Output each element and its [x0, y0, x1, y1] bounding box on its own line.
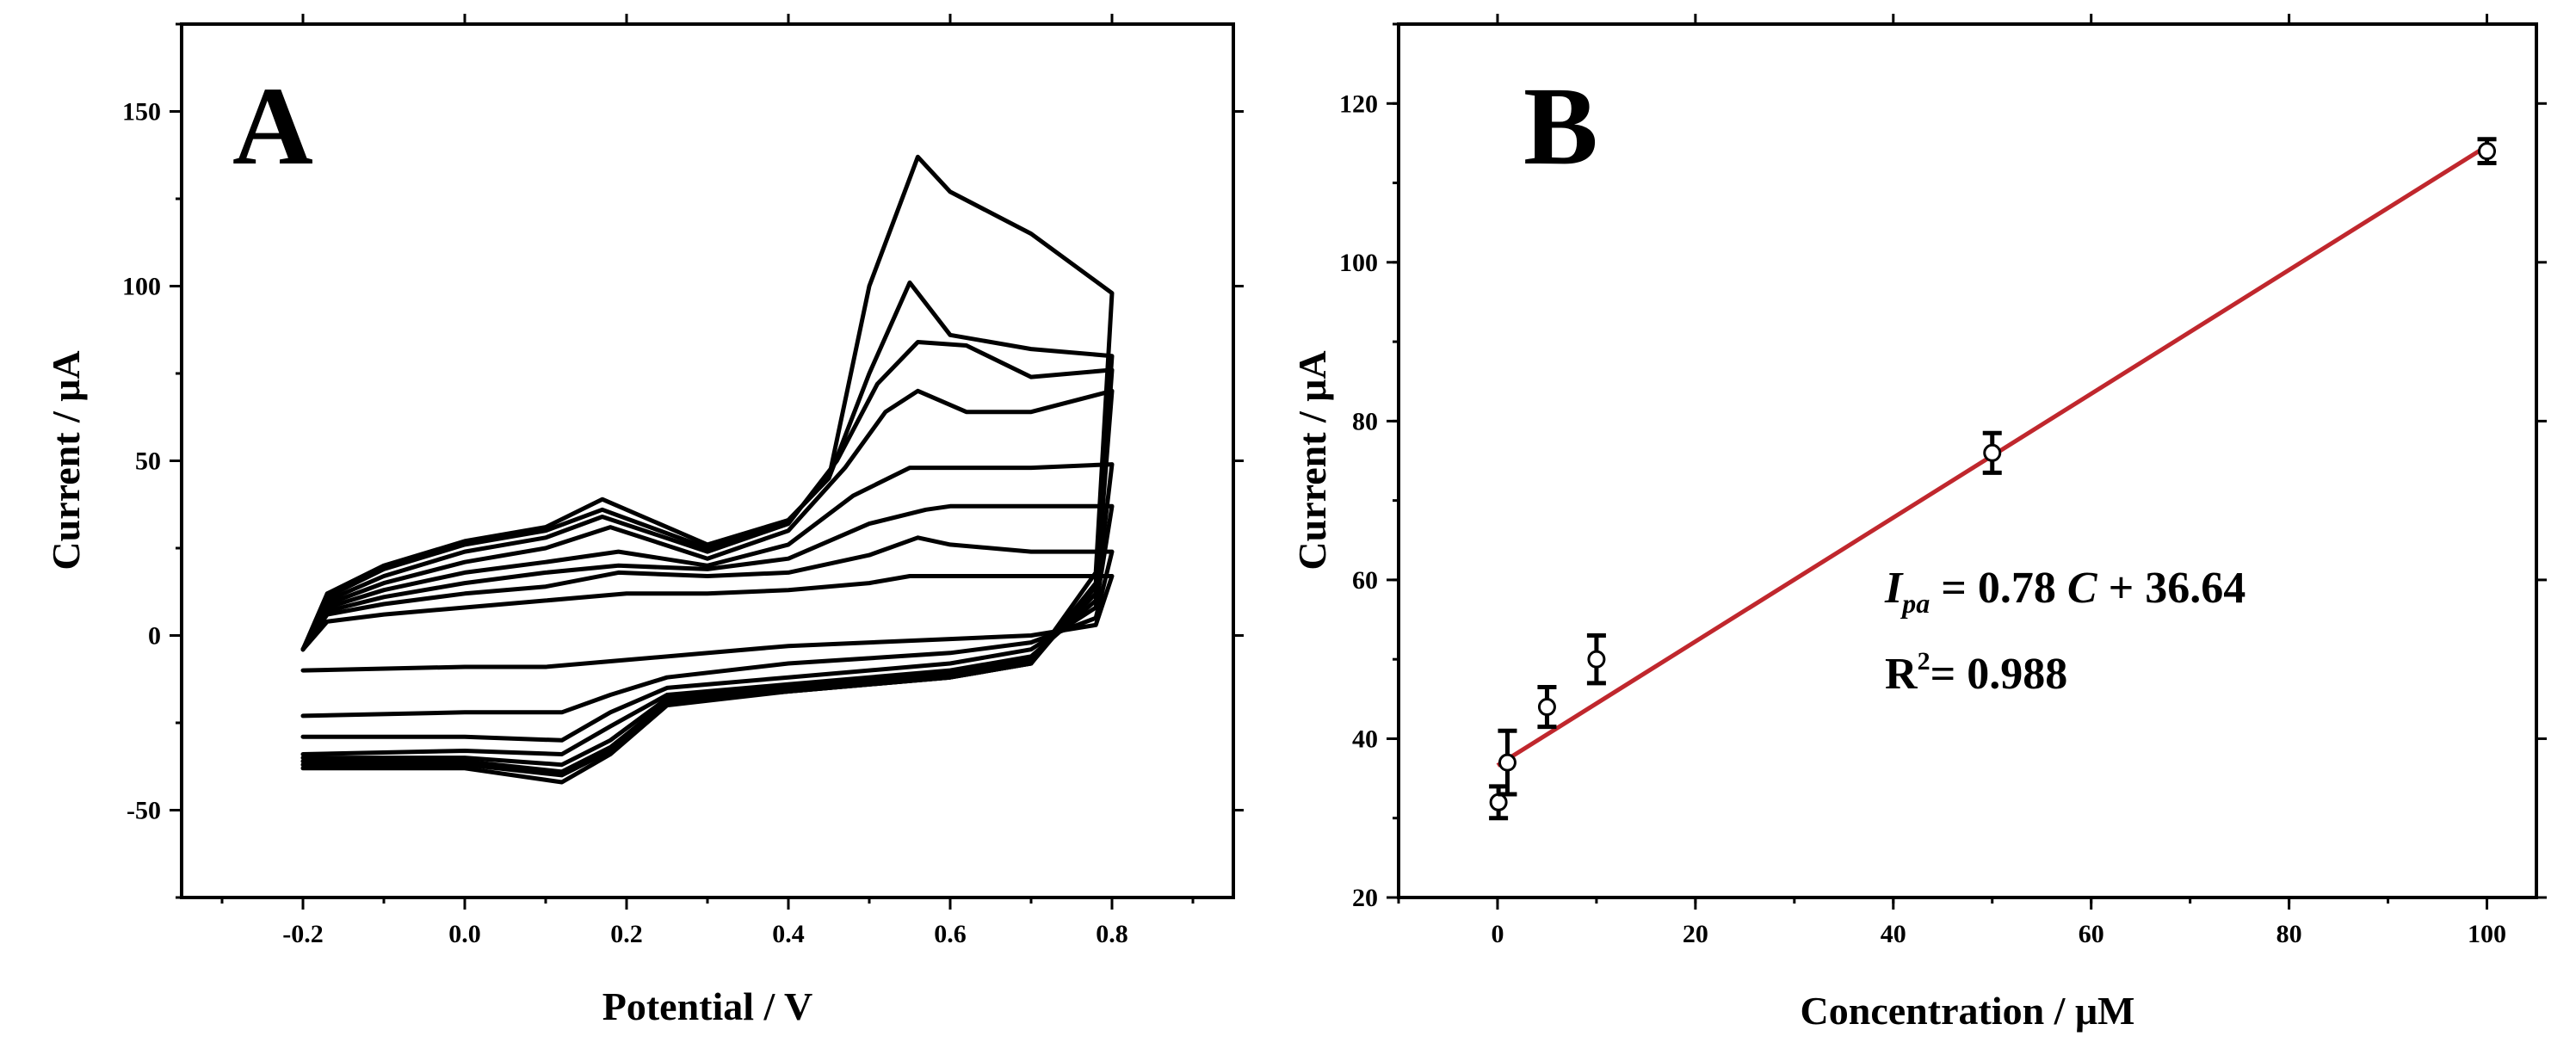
cv-curve-5 — [300, 388, 1115, 768]
panel-b-letter: B — [1523, 65, 1598, 188]
panel-b-x-tick-label: 60 — [2079, 920, 2104, 948]
eq-c-symbol: C — [2067, 564, 2098, 613]
cv-curve-8 — [300, 154, 1115, 785]
panel-b-x-tick-label: 20 — [1683, 920, 1708, 948]
data-point — [1498, 753, 1517, 772]
panel-a-y-tick-label: 100 — [122, 273, 161, 301]
fit-equation: Ipa = 0.78 C + 36.64 — [1884, 564, 2246, 619]
cv-curve-4 — [300, 462, 1115, 756]
data-point — [1983, 443, 2002, 462]
panel-b: 0 20 40 60 80 100 20 40 60 80 100 120 B Concentrati… — [1290, 14, 2547, 1033]
panel-b-y-tick-label: 60 — [1352, 566, 1378, 595]
fit-r-squared: R2= 0.988 — [1885, 647, 2067, 699]
panel-a-letter: A — [232, 65, 313, 188]
panel-a-x-tick-label: 0.8 — [1096, 920, 1128, 948]
cv-curve-1 — [300, 574, 1115, 673]
cv-curve-3 — [300, 503, 1115, 743]
panel-a-x-tick-label: 0.4 — [772, 920, 805, 948]
panel-b-x-tick-label: 0 — [1491, 920, 1504, 948]
eq-r-value: = 0.988 — [1930, 650, 2068, 699]
panel-b-x-tick-label: 40 — [1881, 920, 1906, 948]
panel-b-plot-area — [1489, 137, 2497, 821]
eq-r-symbol: R — [1885, 650, 1918, 699]
panel-b-y-tick-label: 100 — [1339, 249, 1378, 277]
panel-b-y-tick-label: 120 — [1339, 89, 1378, 118]
panel-a-x-axis-title: Potential / V — [602, 984, 812, 1028]
panel-a: -0.2 0.0 0.2 0.4 0.6 0.8 -50 0 50 100 150 A Potent… — [44, 14, 1244, 1028]
panel-a-x-tick-label: 0.2 — [610, 920, 643, 948]
panel-a-y-tick-label: 0 — [148, 622, 161, 651]
panel-a-x-tick-label: -0.2 — [282, 920, 324, 948]
eq-slope: = 0.78 — [1930, 564, 2067, 613]
eq-ipa-subscript: pa — [1900, 588, 1930, 619]
cv-curve-7 — [300, 280, 1115, 778]
panel-a-y-tick-label: -50 — [127, 797, 161, 825]
panel-b-axis-ticks: 0 20 40 60 80 100 20 40 60 80 100 120 — [1339, 14, 2547, 948]
panel-b-frame — [1397, 22, 2538, 899]
cv-curve-2 — [300, 535, 1115, 719]
panel-b-x-tick-label: 100 — [2468, 920, 2506, 948]
panel-a-x-tick-label: 0.0 — [448, 920, 481, 948]
data-point — [2478, 142, 2497, 161]
eq-intercept: + 36.64 — [2097, 564, 2246, 613]
panel-a-y-tick-label: 150 — [122, 98, 161, 126]
panel-a-cv-curves — [300, 154, 1115, 785]
panel-b-y-tick-label: 40 — [1352, 725, 1378, 753]
panel-a-x-tick-label: 0.6 — [934, 920, 967, 948]
panel-b-x-axis-title: Concentration / μM — [1801, 989, 2135, 1033]
eq-r-superscript: 2 — [1918, 647, 1930, 675]
panel-a-y-axis-title: Current / μA — [44, 350, 88, 570]
panel-a-y-tick-label: 50 — [135, 447, 161, 476]
data-point — [1537, 698, 1556, 717]
data-point — [1587, 650, 1606, 669]
panel-b-y-tick-label: 80 — [1352, 407, 1378, 435]
data-point — [1489, 793, 1508, 811]
panel-a-axis-ticks: -0.2 0.0 0.2 0.4 0.6 0.8 -50 0 50 100 150 — [122, 14, 1244, 948]
panel-b-y-axis-title: Current / μA — [1290, 350, 1334, 570]
panel-b-x-tick-label: 80 — [2276, 920, 2302, 948]
eq-ipa-symbol: I — [1884, 564, 1904, 613]
panel-b-y-tick-label: 20 — [1352, 884, 1378, 912]
